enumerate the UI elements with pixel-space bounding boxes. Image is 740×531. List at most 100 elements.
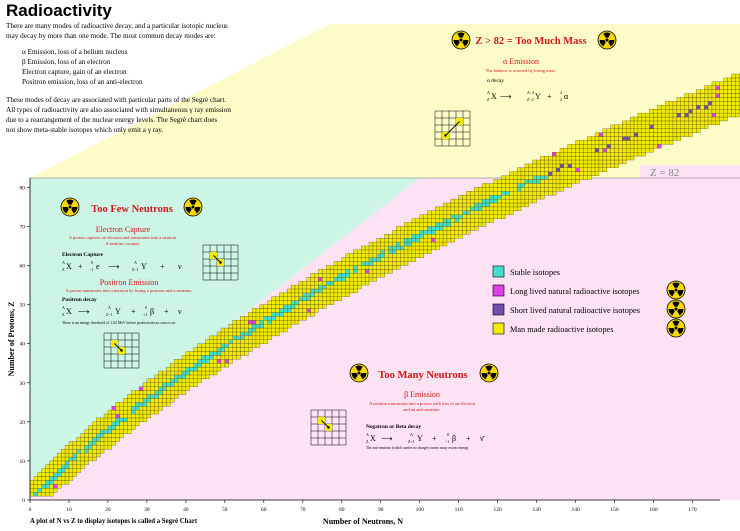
isotope-cell bbox=[388, 269, 393, 274]
isotope-cell bbox=[271, 316, 276, 321]
isotope-cell bbox=[170, 394, 175, 399]
isotope-cell bbox=[555, 187, 561, 192]
isotope-cell bbox=[376, 237, 381, 243]
isotope-cell bbox=[657, 132, 662, 137]
isotope-cell bbox=[64, 445, 70, 450]
isotope-cell bbox=[88, 429, 93, 434]
radiation-icon-blade bbox=[603, 32, 611, 38]
isotope-cell bbox=[692, 101, 697, 106]
isotope-cell bbox=[384, 241, 389, 247]
isotope-cell bbox=[236, 335, 241, 340]
isotope-cell bbox=[735, 101, 740, 106]
axes bbox=[29, 178, 720, 501]
isotope-cell bbox=[92, 421, 97, 426]
isotope-cell bbox=[536, 163, 541, 168]
isotope-cell bbox=[329, 300, 335, 305]
isotope-cell bbox=[341, 292, 346, 297]
isotope-cell bbox=[45, 480, 50, 485]
isotope-cell bbox=[676, 101, 681, 106]
isotope-cell bbox=[583, 159, 588, 165]
isotope-cell bbox=[715, 105, 720, 110]
isotope-cell bbox=[513, 175, 518, 180]
isotope-cell bbox=[127, 421, 132, 426]
footer-caption: A plot of N vs Z to display isotopes is … bbox=[30, 518, 198, 525]
isotope-cell bbox=[536, 159, 541, 165]
x-tick-labels: 0 10 20 30 40 50 60 70 80 90 100 110 120 130 140 150 160… bbox=[29, 500, 697, 513]
isotope-cell bbox=[637, 124, 643, 129]
isotope-cell bbox=[244, 335, 249, 340]
isotope-cell bbox=[80, 433, 85, 438]
isotope-cell bbox=[154, 374, 159, 380]
radiation-icon bbox=[666, 280, 686, 300]
isotope-cell bbox=[275, 300, 280, 305]
isotope-cell bbox=[325, 265, 331, 270]
isotope-cell bbox=[298, 292, 303, 297]
isotope-cell bbox=[606, 136, 611, 141]
isotope-cell bbox=[287, 320, 292, 325]
isotope-cell bbox=[170, 398, 175, 403]
eq-sup: A−4 bbox=[527, 90, 534, 95]
isotope-cell bbox=[672, 136, 678, 141]
isotope-cell bbox=[735, 89, 740, 94]
isotope-cell bbox=[357, 269, 362, 274]
isotope-cell bbox=[170, 386, 175, 391]
radiation-icon-center bbox=[674, 307, 678, 311]
isotope-cell bbox=[88, 441, 93, 446]
isotope-cell bbox=[197, 366, 202, 372]
isotope-cell bbox=[53, 476, 58, 481]
isotope-cell bbox=[181, 366, 187, 372]
isotope-cell bbox=[489, 218, 494, 223]
isotope-cell bbox=[727, 77, 732, 83]
isotope-cell bbox=[719, 116, 724, 122]
isotope-cell bbox=[41, 488, 46, 493]
isotope-cell bbox=[384, 249, 389, 254]
isotope-cell bbox=[419, 226, 424, 231]
isotope-cell bbox=[454, 202, 459, 208]
isotope-cell bbox=[446, 226, 452, 231]
isotope-cell bbox=[240, 351, 245, 356]
isotope-cell bbox=[485, 191, 491, 196]
isotope-cell bbox=[368, 245, 374, 251]
isotope-cell bbox=[520, 179, 526, 184]
isotope-cell bbox=[668, 120, 674, 126]
isotope-cell bbox=[302, 304, 307, 309]
isotope-cell bbox=[174, 378, 179, 383]
isotope-cell bbox=[259, 323, 264, 329]
isotope-cell bbox=[493, 179, 498, 184]
isotope-cell bbox=[123, 398, 128, 403]
isotope-cell bbox=[259, 308, 264, 313]
eq-symbol: β bbox=[150, 307, 154, 316]
isotope-cell bbox=[61, 480, 66, 485]
isotope-cell bbox=[337, 292, 342, 297]
isotope-cell bbox=[197, 351, 202, 356]
isotope-cell bbox=[53, 472, 58, 477]
isotope-cell bbox=[205, 366, 210, 372]
isotope-cell bbox=[177, 359, 183, 364]
isotope-cell bbox=[598, 144, 604, 149]
isotope-cell bbox=[622, 124, 627, 129]
isotope-cell bbox=[657, 109, 662, 114]
isotope-cell bbox=[668, 105, 674, 110]
isotope-cell bbox=[423, 234, 428, 239]
isotope-cell bbox=[224, 363, 229, 368]
isotope-cell bbox=[614, 148, 619, 153]
isotope-cell bbox=[201, 351, 206, 356]
isotope-cell bbox=[435, 206, 440, 211]
isotope-cell bbox=[641, 144, 646, 149]
isotope-cell bbox=[427, 230, 432, 235]
isotope-cell bbox=[661, 132, 666, 137]
isotope-cell bbox=[653, 136, 658, 141]
isotope-cell bbox=[571, 159, 576, 165]
isotope-cell bbox=[665, 116, 670, 122]
isotope-cell bbox=[380, 261, 385, 266]
beta-decay-equation: A Z X ⟶ A Z+1 Y + 0 −1 β + ν̄ bbox=[366, 432, 486, 444]
isotope-cell bbox=[341, 257, 346, 262]
isotope-cell bbox=[731, 101, 736, 106]
isotope-cell bbox=[450, 230, 455, 235]
isotope-cell bbox=[606, 140, 611, 145]
isotope-cell bbox=[240, 316, 245, 321]
isotope-cell bbox=[96, 417, 101, 423]
isotope-cell bbox=[454, 226, 459, 231]
isotope-cell bbox=[294, 292, 300, 297]
isotope-cell bbox=[127, 429, 132, 434]
